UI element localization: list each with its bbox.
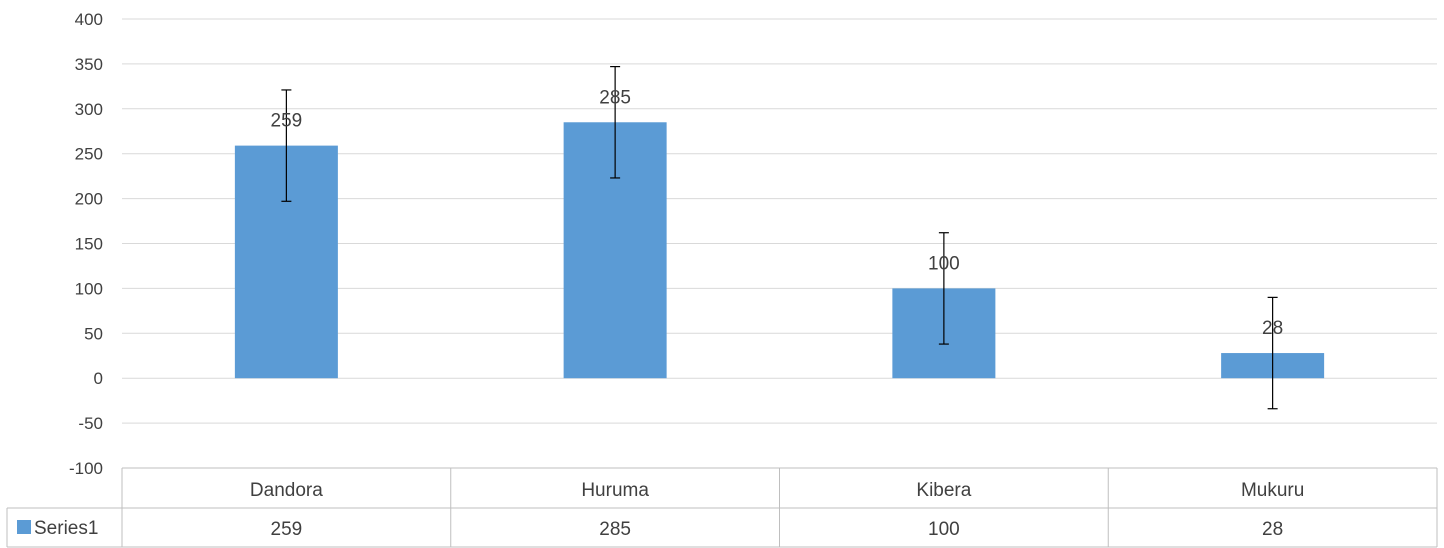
- data-label: 285: [599, 87, 631, 108]
- data-label: 28: [1262, 318, 1283, 339]
- error-bar: [610, 65, 621, 179]
- category-label: Kibera: [916, 480, 971, 501]
- y-tick-label: 250: [75, 145, 103, 164]
- error-bar: [1267, 296, 1278, 410]
- category-label: Dandora: [250, 480, 323, 501]
- y-tick-label: 100: [75, 279, 103, 298]
- gridlines: [122, 18, 1437, 424]
- error-bar: [281, 89, 292, 202]
- y-tick-label: -50: [78, 414, 103, 433]
- table-value: 285: [599, 519, 631, 540]
- y-tick-label: 350: [75, 55, 103, 74]
- y-tick-label: -100: [69, 459, 103, 478]
- y-tick-label: 200: [75, 190, 103, 209]
- error-bar: [938, 232, 949, 345]
- series-name: Series1: [34, 518, 98, 539]
- y-tick-label: 0: [94, 369, 103, 388]
- y-axis: 400 350 300 250 200 150 100 50 0 -50 -100: [69, 10, 103, 478]
- y-tick-label: 50: [84, 324, 103, 343]
- category-label: Huruma: [581, 480, 649, 501]
- category-label: Mukuru: [1241, 480, 1304, 501]
- y-tick-label: 400: [75, 10, 103, 29]
- data-table: Dandora Huruma Kibera Mukuru Series1 259 285 10…: [6, 467, 1438, 548]
- bars: [234, 122, 1325, 379]
- data-label: 259: [271, 111, 303, 132]
- error-bars: [281, 65, 1278, 410]
- y-tick-label: 150: [75, 235, 103, 254]
- legend-key: [17, 520, 31, 534]
- y-tick-label: 300: [75, 100, 103, 119]
- table-value: 259: [271, 519, 303, 540]
- table-value: 28: [1262, 519, 1283, 540]
- data-labels: 259 285 100 28: [271, 87, 1284, 339]
- table-value: 100: [928, 519, 960, 540]
- data-label: 100: [928, 253, 960, 274]
